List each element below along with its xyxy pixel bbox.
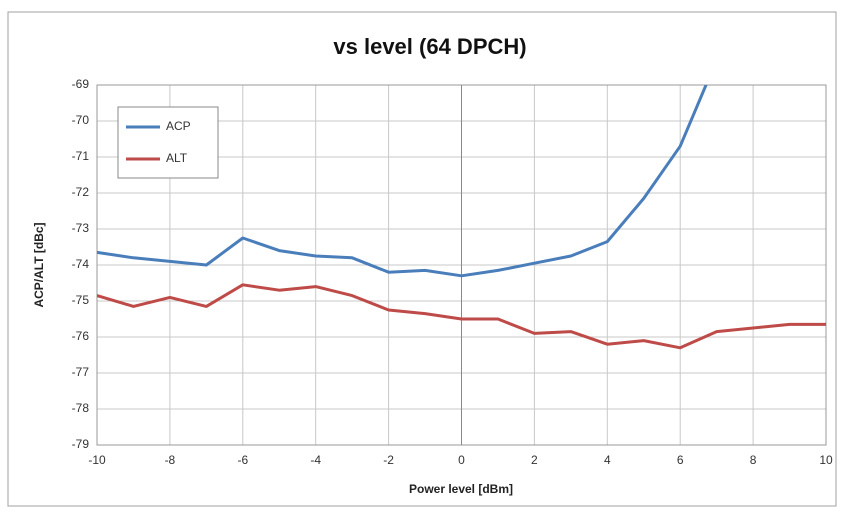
y-tick-label: -74 <box>72 257 90 271</box>
legend-label: ACP <box>166 119 191 133</box>
y-tick-label: -73 <box>72 221 90 235</box>
legend-label: ALT <box>166 151 188 165</box>
plot-border <box>96 84 827 446</box>
x-tick-label: 2 <box>531 453 538 467</box>
y-tick-label: -69 <box>72 77 90 91</box>
x-tick-label: -6 <box>237 453 248 467</box>
x-tick-label: 6 <box>677 453 684 467</box>
y-axis-label: ACP/ALT [dBc] <box>32 222 46 307</box>
data-line <box>97 85 708 278</box>
y-tick-label: -71 <box>72 149 90 163</box>
legend-box <box>117 106 219 179</box>
x-tick-label: -2 <box>383 453 394 467</box>
y-tick-label: -77 <box>72 365 90 379</box>
chart-title: vs level (64 DPCH) <box>333 34 526 59</box>
y-tick-label: -70 <box>72 113 90 127</box>
y-tick-label: -76 <box>72 329 90 343</box>
y-tick-label: -75 <box>72 293 90 307</box>
data-line <box>97 283 826 350</box>
x-axis-label: Power level [dBm] <box>409 482 513 496</box>
y-tick-label: -79 <box>72 437 90 451</box>
x-tick-label: -4 <box>310 453 321 467</box>
y-tick-label: -72 <box>72 185 90 199</box>
y-tick-label: -78 <box>72 401 90 415</box>
plot-area <box>97 85 826 350</box>
x-tick-label: 0 <box>458 453 465 467</box>
x-tick-label: -8 <box>165 453 176 467</box>
x-tick-label: 8 <box>750 453 757 467</box>
x-tick-label: 4 <box>604 453 611 467</box>
x-tick-label: 10 <box>819 453 833 467</box>
x-tick-label: -10 <box>88 453 106 467</box>
